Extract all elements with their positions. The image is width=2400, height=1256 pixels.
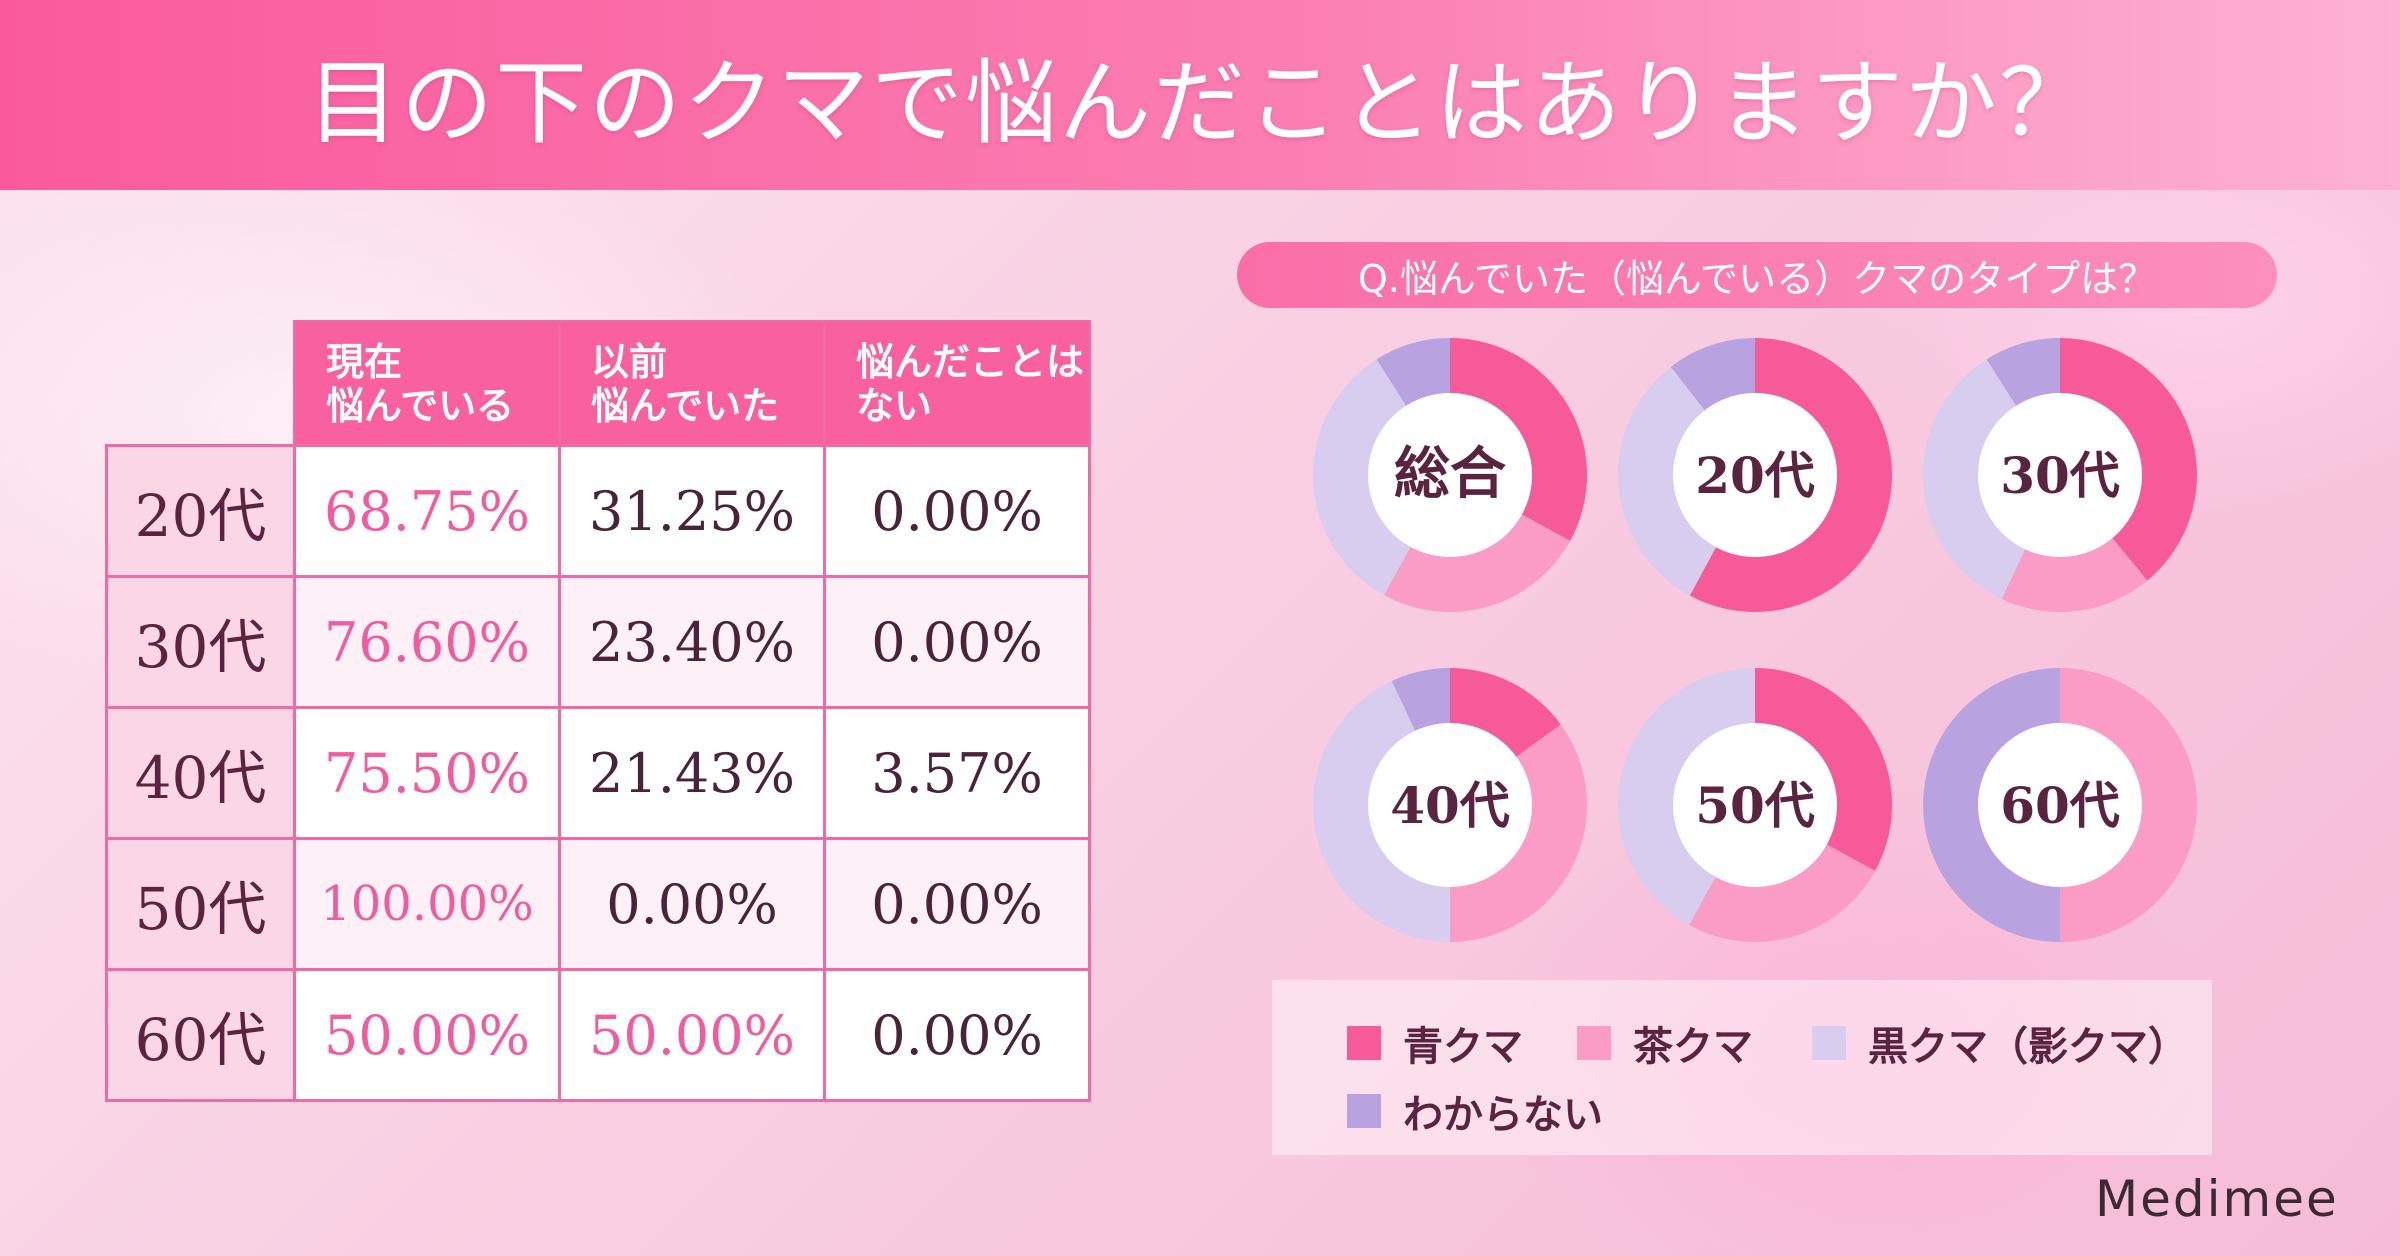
donut-chart-grid: 総合 20代 30代 40代 50代 60代	[1300, 330, 2260, 970]
table-cell: 21.43%	[558, 706, 826, 840]
donut-hole	[1673, 723, 1837, 887]
donut-slice	[1986, 338, 2060, 406]
legend-item-unknown: わからない	[1347, 1082, 1603, 1140]
table-row: 20代 68.75% 31.25% 0.00%	[105, 444, 1091, 578]
table-cell: 0.00%	[823, 575, 1091, 709]
table-cell: 3.57%	[823, 706, 1091, 840]
donut-slice	[1450, 724, 1587, 942]
legend: 青クマ 茶クマ 黒クマ（影クマ） わからない	[1272, 980, 2212, 1155]
table-row: 30代 76.60% 23.40% 0.00%	[105, 575, 1091, 709]
legend-swatch	[1577, 1026, 1611, 1060]
table-cell: 68.75%	[293, 444, 561, 578]
table-cell: 23.40%	[558, 575, 826, 709]
donut-slice	[1383, 514, 1571, 612]
question-pill: Q.悩んでいた（悩んでいる）クマのタイプは？	[1237, 242, 2277, 308]
donut-slice	[1391, 668, 1450, 731]
table-cell: 76.60%	[293, 575, 561, 709]
column-header-label: 現在 悩んでいる	[326, 338, 515, 428]
donut-label: 30代	[2000, 446, 2120, 505]
column-header-never: 悩んだことは ない	[823, 320, 1091, 447]
column-header-label: 以前 悩んでいた	[591, 338, 780, 428]
donut-charts-svg: 総合 20代 30代 40代 50代 60代	[1313, 338, 2197, 942]
legend-item-brown: 茶クマ	[1577, 1014, 1753, 1072]
donut-label: 50代	[1695, 776, 1815, 835]
donut-label: 40代	[1390, 776, 1510, 835]
legend-swatch	[1347, 1094, 1381, 1128]
table-cell: 100.00%	[293, 837, 561, 971]
donut-label: 総合	[1394, 441, 1506, 507]
row-label: 50代	[105, 837, 296, 971]
row-label: 60代	[105, 968, 296, 1102]
donut-hole	[1673, 393, 1837, 557]
donut-hole	[1368, 393, 1532, 557]
column-header-past: 以前 悩んでいた	[558, 320, 826, 447]
table-cell: 75.50%	[293, 706, 561, 840]
legend-label: 茶クマ	[1633, 1023, 1753, 1070]
donut-hole	[1368, 723, 1532, 887]
table-corner	[107, 322, 295, 446]
donut-slice	[1689, 338, 1892, 612]
table-cell: 31.25%	[558, 444, 826, 578]
donut-slice	[1755, 668, 1892, 872]
donut-slice	[1618, 366, 1716, 596]
row-label: 30代	[105, 575, 296, 709]
table-row: 60代 50.00% 50.00% 0.00%	[105, 968, 1091, 1102]
donut-slice	[1313, 359, 1411, 596]
legend-label: 黒クマ（影クマ）	[1868, 1023, 2188, 1070]
table-cell: 0.00%	[558, 837, 826, 971]
table-row: 40代 75.50% 21.43% 3.57%	[105, 706, 1091, 840]
row-label: 20代	[105, 444, 296, 578]
table-row: 50代 100.00% 0.00% 0.00%	[105, 837, 1091, 971]
donut-label: 60代	[2000, 776, 2120, 835]
table-cell: 50.00%	[558, 968, 826, 1102]
donut-label: 20代	[1695, 446, 1815, 505]
donut-slice	[1688, 844, 1876, 942]
donut-slice	[1376, 338, 1450, 406]
column-header-label: 悩んだことは ない	[856, 338, 1085, 428]
legend-item-black: 黒クマ（影クマ）	[1812, 1014, 2188, 1072]
donut-slice	[1670, 338, 1755, 411]
table-cell: 0.00%	[823, 968, 1091, 1102]
donut-slice	[2001, 538, 2148, 612]
table-header-row: 現在 悩んでいる 以前 悩んでいた 悩んだことは ない	[107, 320, 1091, 447]
donut-slice	[1618, 668, 1755, 926]
legend-label: わからない	[1403, 1091, 1603, 1138]
donut-slice	[1923, 668, 2060, 942]
table-cell: 0.00%	[823, 837, 1091, 971]
page-title: 目の下のクマで悩んだことはありますか？	[306, 49, 2093, 157]
donut-hole	[1978, 393, 2142, 557]
legend-swatch	[1812, 1026, 1846, 1060]
row-label: 40代	[105, 706, 296, 840]
donut-slice	[1450, 668, 1561, 757]
donut-slice	[2060, 668, 2197, 942]
title-banner: 目の下のクマで悩んだことはありますか？	[0, 0, 2400, 190]
donut-slice	[1313, 681, 1450, 942]
legend-item-blue: 青クマ	[1347, 1014, 1523, 1072]
legend-label: 青クマ	[1403, 1023, 1523, 1070]
donut-slice	[1923, 359, 2026, 599]
donut-slice	[2060, 338, 2197, 581]
legend-swatch	[1347, 1026, 1381, 1060]
column-header-current: 現在 悩んでいる	[293, 320, 561, 447]
table-cell: 50.00%	[293, 968, 561, 1102]
donut-slice	[1450, 338, 1587, 542]
table-cell: 0.00%	[823, 444, 1091, 578]
brand-logo: Medimee	[2095, 1170, 2339, 1228]
donut-hole	[1978, 723, 2142, 887]
age-table: 現在 悩んでいる 以前 悩んでいた 悩んだことは ない 20代 68.75% 3…	[105, 320, 1091, 1102]
